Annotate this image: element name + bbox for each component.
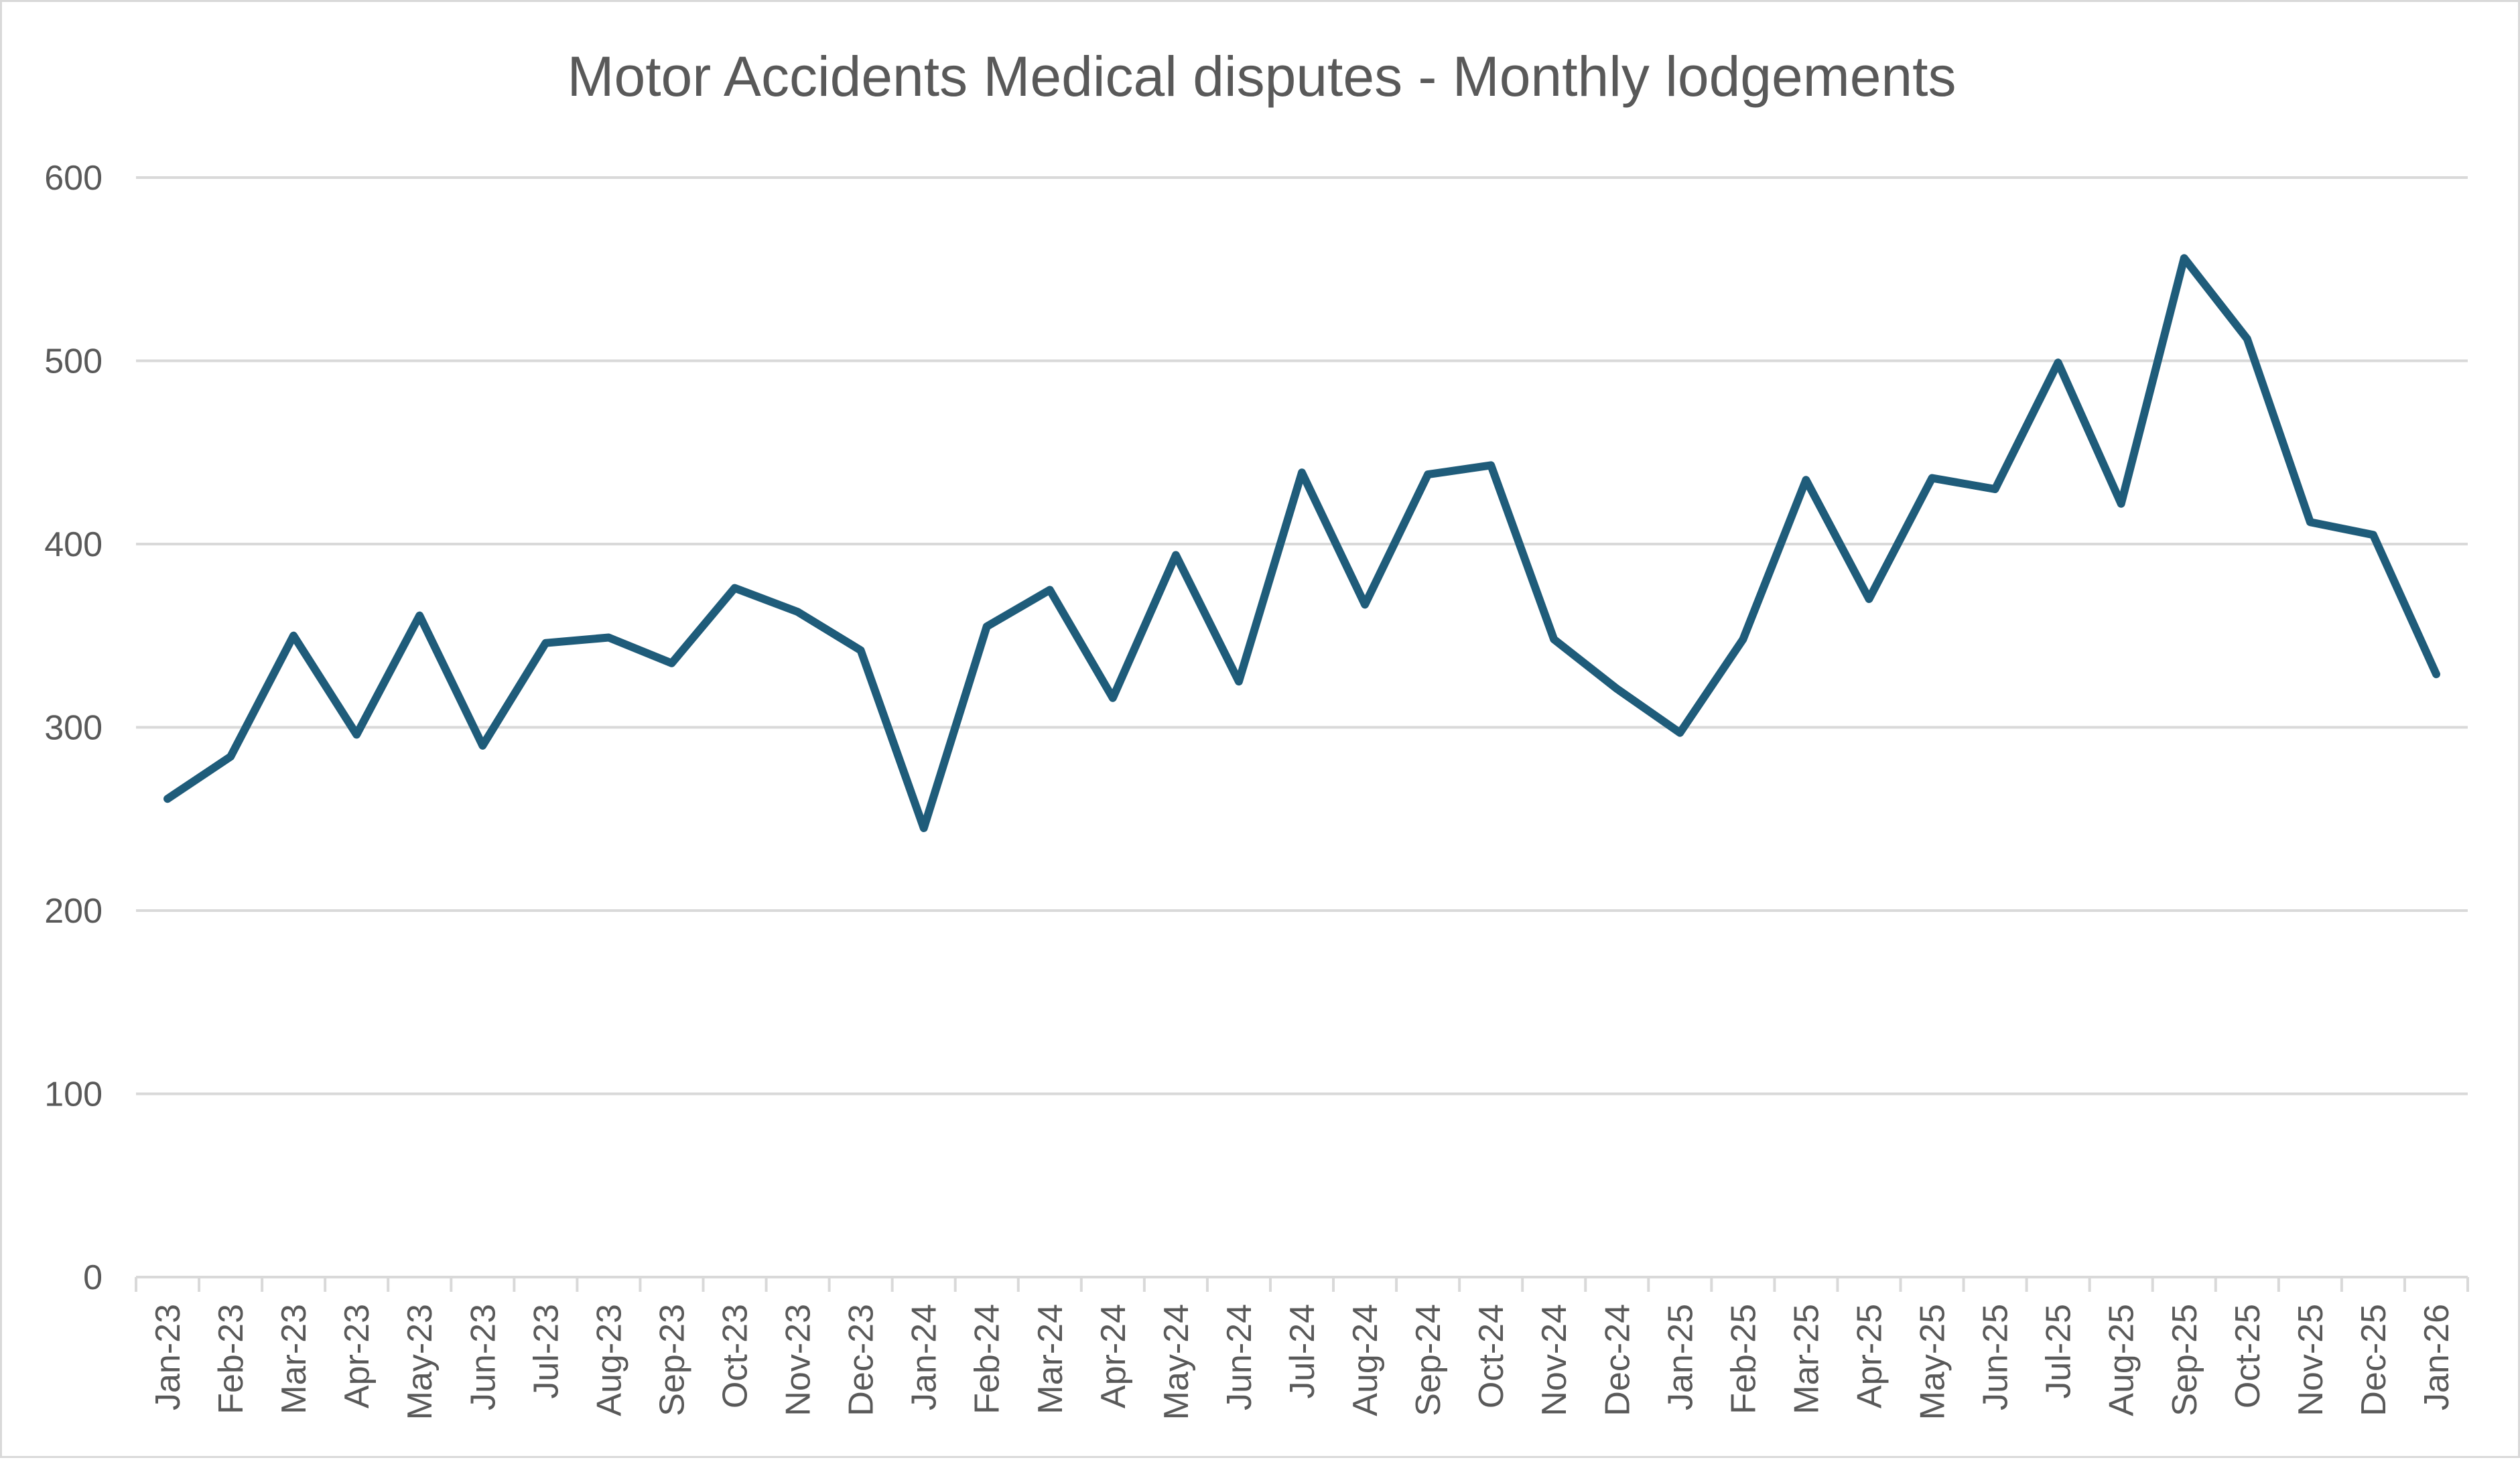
data-point xyxy=(1238,681,1240,682)
y-tick-label: 100 xyxy=(44,1075,103,1114)
x-tick-label: Dec-24 xyxy=(1598,1304,1637,1416)
data-point xyxy=(1112,698,1114,699)
data-point xyxy=(482,745,483,746)
data-point xyxy=(2310,521,2311,523)
x-tick-label: Nov-23 xyxy=(779,1304,818,1416)
chart-title: Motor Accidents Medical disputes - Month… xyxy=(568,45,1957,108)
x-tick-label: Aug-25 xyxy=(2103,1304,2141,1416)
x-tick-label: May-23 xyxy=(401,1304,440,1420)
x-axis xyxy=(135,1276,2469,1292)
x-tick-label: Jul-25 xyxy=(2040,1304,2078,1399)
x-tick-label: Nov-25 xyxy=(2292,1304,2330,1416)
series-line xyxy=(163,254,2440,832)
x-tick-label: May-25 xyxy=(1914,1304,1952,1420)
y-tick-label: 200 xyxy=(44,892,103,931)
data-point xyxy=(923,827,925,829)
x-tick-label: Oct-24 xyxy=(1472,1304,1511,1408)
x-tick-label: Aug-24 xyxy=(1346,1304,1385,1416)
x-tick-label: Oct-25 xyxy=(2229,1304,2267,1408)
x-tick-label: Feb-24 xyxy=(968,1304,1007,1414)
series-layer xyxy=(163,254,2440,832)
y-tick-label: 300 xyxy=(44,709,103,748)
x-tick-label: Feb-25 xyxy=(1724,1304,1763,1414)
x-tick-label: Jun-25 xyxy=(1977,1304,2015,1410)
data-point xyxy=(2373,534,2374,535)
x-tick-label: Jan-24 xyxy=(905,1304,944,1410)
x-tick-label: Jan-25 xyxy=(1661,1304,1700,1410)
data-point xyxy=(860,650,862,651)
data-point xyxy=(1553,639,1554,640)
x-tick-label: Mar-24 xyxy=(1031,1304,1070,1414)
data-point xyxy=(1679,732,1680,734)
data-point xyxy=(2436,673,2437,675)
data-point xyxy=(1490,464,1491,466)
y-tick-label: 500 xyxy=(44,342,103,381)
x-tick-label: Dec-23 xyxy=(842,1304,881,1416)
data-point xyxy=(986,626,988,627)
data-point xyxy=(1932,478,1933,479)
x-tick-label: Jul-24 xyxy=(1283,1304,1322,1399)
data-point xyxy=(1742,639,1743,640)
data-point xyxy=(797,611,799,612)
data-point xyxy=(1427,474,1429,475)
data-point xyxy=(2184,257,2185,259)
data-point xyxy=(608,637,609,638)
data-point xyxy=(1995,488,1996,490)
x-tick-label: Feb-23 xyxy=(212,1304,251,1414)
data-point xyxy=(2121,503,2122,505)
x-tick-label: Jun-24 xyxy=(1220,1304,1259,1410)
x-tick-label: Dec-25 xyxy=(2355,1304,2393,1416)
x-tick-label: Nov-24 xyxy=(1535,1304,1574,1416)
data-point xyxy=(1805,479,1806,480)
data-point xyxy=(1868,598,1869,600)
data-point xyxy=(545,643,546,644)
x-tick-label: May-24 xyxy=(1157,1304,1196,1420)
y-tick-label: 400 xyxy=(44,525,103,564)
y-axis-tick-labels: 0 100 200 300 400 500 600 xyxy=(44,159,103,1297)
x-tick-label: Jul-23 xyxy=(527,1304,566,1399)
y-tick-label: 600 xyxy=(44,159,103,198)
x-tick-label: Jun-23 xyxy=(464,1304,503,1410)
data-point xyxy=(671,663,672,664)
x-tick-label: Jan-23 xyxy=(149,1304,188,1410)
data-point xyxy=(293,635,294,637)
data-point xyxy=(1049,589,1051,590)
x-axis-tick-labels: Jan-23 Feb-23 Mar-23 Apr-23 May-23 Jun-23 Jul-… xyxy=(149,1304,2456,1420)
data-point xyxy=(356,734,357,735)
data-point xyxy=(230,756,231,757)
x-tick-label: Mar-23 xyxy=(275,1304,314,1414)
data-point xyxy=(1616,688,1617,689)
x-tick-label: Mar-25 xyxy=(1787,1304,1826,1414)
data-point xyxy=(1175,554,1177,555)
data-point xyxy=(1364,604,1366,605)
x-tick-label: Jan-26 xyxy=(2417,1304,2456,1410)
y-tick-label: 0 xyxy=(83,1258,103,1297)
x-tick-label: Apr-23 xyxy=(338,1304,377,1408)
x-tick-label: Apr-24 xyxy=(1094,1304,1133,1408)
data-point xyxy=(419,615,420,616)
x-tick-label: Aug-23 xyxy=(590,1304,628,1416)
x-tick-label: Oct-23 xyxy=(716,1304,755,1408)
data-point xyxy=(734,588,736,589)
gridlines xyxy=(136,176,2468,1096)
data-point xyxy=(167,798,168,799)
x-tick-label: Sep-24 xyxy=(1409,1304,1448,1416)
x-tick-label: Sep-25 xyxy=(2166,1304,2204,1416)
data-point xyxy=(1301,472,1303,473)
data-point xyxy=(2058,362,2059,363)
x-tick-label: Sep-23 xyxy=(653,1304,691,1416)
x-tick-label: Apr-25 xyxy=(1850,1304,1889,1408)
data-point xyxy=(2247,338,2248,340)
